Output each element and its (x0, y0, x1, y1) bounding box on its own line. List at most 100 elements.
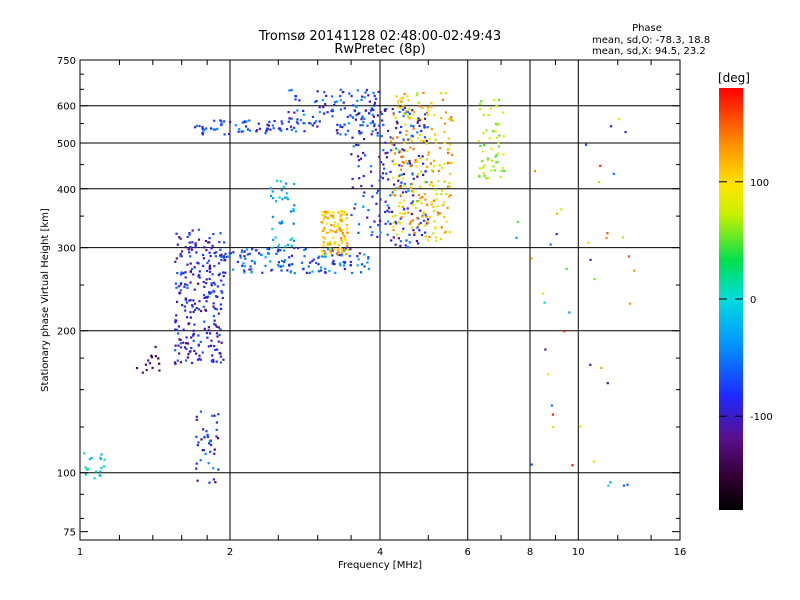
data-point-f-layer-o-mode (389, 170, 392, 174)
data-point-oblique-band (361, 95, 364, 98)
data-point-f1-trace (321, 255, 324, 258)
data-point-f1-trace (311, 260, 314, 263)
data-point-e-layer-cusp (215, 332, 219, 335)
data-point-f-layer-o-mode (379, 198, 382, 201)
data-point-e-layer-cusp (178, 236, 181, 239)
data-point-f-layer-o-mode (351, 177, 354, 181)
data-point-f1-trace (317, 270, 321, 273)
data-point-f1-spread (275, 179, 279, 182)
data-point-f-layer-o-mode (382, 149, 385, 152)
data-point-f-layer-o-mode (393, 183, 396, 186)
data-point-f-layer-o-mode (362, 205, 365, 208)
data-point-f1-spread (285, 196, 288, 199)
data-point-f-layer-o-mode (381, 172, 385, 175)
data-point-e-layer-cusp (186, 286, 189, 289)
data-point-f-layer-o-mode (390, 239, 393, 242)
data-point-f-layer-x-mode (412, 127, 415, 130)
data-point-high-f-trace (493, 98, 496, 102)
data-point-f1-trace (250, 271, 253, 274)
data-point-es-low (154, 345, 157, 349)
data-point-f-layer-o-mode (370, 184, 373, 187)
data-point-f-layer-o-mode (422, 219, 426, 222)
data-point-high-f-trace (482, 131, 485, 135)
data-point-f1-trace (356, 255, 359, 258)
data-point-f-layer-o-mode (373, 124, 376, 128)
data-point-f-layer-x-mode (397, 205, 401, 208)
data-point-f-layer-o-mode (408, 159, 411, 163)
data-point-f-layer-x-mode (409, 220, 413, 224)
data-point-sparse-right (607, 484, 610, 487)
data-point-es-low (151, 366, 154, 369)
data-point-f-layer-o-mode (375, 202, 378, 205)
data-point-sparse-right (578, 425, 582, 428)
data-point-f-layer-x-mode (425, 158, 429, 161)
data-point-e-layer-cusp (213, 344, 216, 348)
data-point-e-layer-cusp (212, 302, 215, 305)
data-point-f-layer-o-mode (351, 186, 354, 189)
data-point-upper-e-band (198, 124, 201, 128)
data-point-f1-spread (290, 244, 293, 247)
data-point-f-layer-o-mode (398, 174, 401, 177)
data-point-f-layer-x-mode (438, 147, 442, 150)
data-point-f1-trace (228, 253, 231, 256)
data-point-x-patch (342, 249, 345, 252)
data-point-f-layer-o-mode (416, 226, 419, 229)
data-point-f-layer-x-mode (430, 181, 433, 184)
data-point-lowest-trace (100, 466, 103, 470)
data-point-upper-e-band (264, 132, 267, 135)
data-point-oblique-band (336, 132, 339, 135)
data-point-e-region-bottom (212, 478, 215, 481)
data-point-f-layer-x-mode (416, 173, 420, 176)
data-point-e-layer-cusp (197, 275, 200, 278)
data-point-f-layer-o-mode (360, 118, 363, 121)
data-point-f-layer-o-mode (423, 126, 426, 129)
data-point-f1-trace (283, 249, 286, 252)
data-point-f-layer-o-mode (364, 154, 367, 157)
data-point-sparse-right (633, 269, 636, 272)
data-point-f1-trace (255, 249, 258, 252)
data-point-e-layer-cusp (212, 289, 215, 292)
data-point-high-f-trace (490, 169, 493, 172)
data-point-f-layer-x-mode (397, 102, 400, 105)
data-point-e-layer-cusp (197, 238, 201, 241)
data-point-e-layer-cusp (188, 251, 191, 254)
data-point-f-layer-x-mode (408, 222, 411, 225)
data-point-f1-trace (367, 257, 370, 260)
data-point-e-layer-cusp (203, 285, 206, 288)
data-point-f1-trace (300, 261, 304, 264)
data-point-upper-e-band (271, 124, 274, 127)
data-point-sparse-right (547, 373, 550, 376)
data-point-f-layer-o-mode (411, 135, 414, 138)
data-point-e-layer-cusp (191, 304, 194, 307)
data-point-upper-e-band (201, 127, 204, 131)
data-point-e-layer-cusp (195, 306, 198, 310)
data-point-f1-trace (326, 247, 330, 251)
data-point-e-layer-cusp (185, 316, 189, 319)
data-point-x-patch (331, 214, 334, 218)
data-point-f1-trace (340, 254, 343, 257)
data-point-e-layer-cusp (193, 323, 196, 326)
data-point-oblique-band (330, 95, 334, 98)
data-point-f-layer-x-mode (443, 232, 446, 235)
data-point-upper-e-band (223, 133, 226, 136)
data-point-oblique-band (299, 119, 303, 122)
data-point-f1-spread (284, 182, 288, 185)
data-point-x-patch (333, 226, 336, 229)
data-point-f-layer-o-mode (384, 141, 387, 144)
data-point-f-layer-x-mode (411, 226, 414, 229)
data-point-oblique-band (330, 109, 333, 113)
data-point-x-patch (345, 213, 348, 216)
data-point-oblique-band (360, 98, 363, 101)
data-point-e-layer-cusp (205, 269, 209, 273)
data-point-sparse-right (587, 241, 590, 244)
data-point-e-region-bottom (217, 413, 220, 416)
data-point-f-layer-o-mode (420, 129, 423, 133)
data-point-oblique-band (358, 130, 361, 133)
data-point-f-layer-o-mode (410, 124, 413, 127)
data-point-f1-trace (277, 264, 280, 267)
colorbar-ticks: 100 0 -100 (719, 178, 773, 423)
data-point-f1-spread (280, 221, 284, 225)
data-point-f-layer-x-mode (408, 117, 411, 120)
data-point-f-layer-x-mode (396, 136, 399, 139)
data-point-e-layer-cusp (218, 333, 221, 337)
